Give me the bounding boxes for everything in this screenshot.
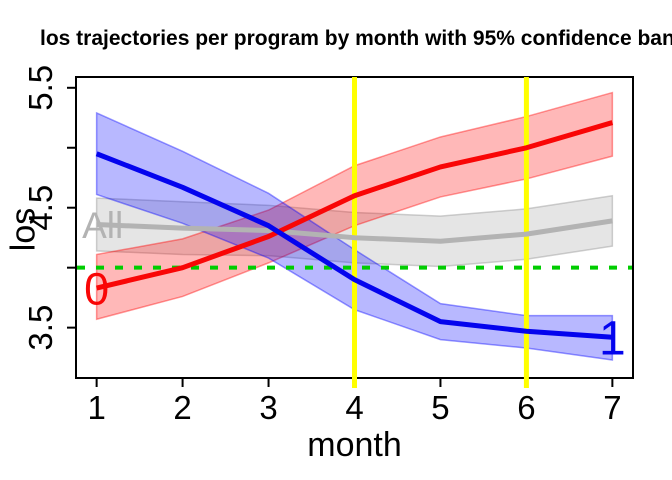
x-axis-title: month [307,426,402,464]
y-tick-label: 4.5 [22,185,59,231]
x-tick-label: 4 [345,389,363,426]
x-tick-label: 3 [259,389,277,426]
ci-band-1 [95,111,614,361]
y-axis-title: los [4,207,43,252]
x-tick-label: 6 [517,389,535,426]
series-label-1: 1 [599,313,626,366]
y-tick-label: 5.5 [22,65,59,111]
x-tick-label: 5 [431,389,449,426]
x-tick-label: 1 [87,389,105,426]
trajectory-line-All [96,218,613,244]
chart-title: los trajectories per program by month wi… [40,27,672,50]
series-label-0: 0 [84,263,109,314]
y-tick-label: 3.5 [22,305,59,351]
series-label-All: All [82,205,123,246]
trajectory-line-1 [95,151,613,340]
trajectory-line-0 [96,120,614,291]
x-tick-label: 7 [603,389,621,426]
x-tick-label: 2 [173,389,191,426]
